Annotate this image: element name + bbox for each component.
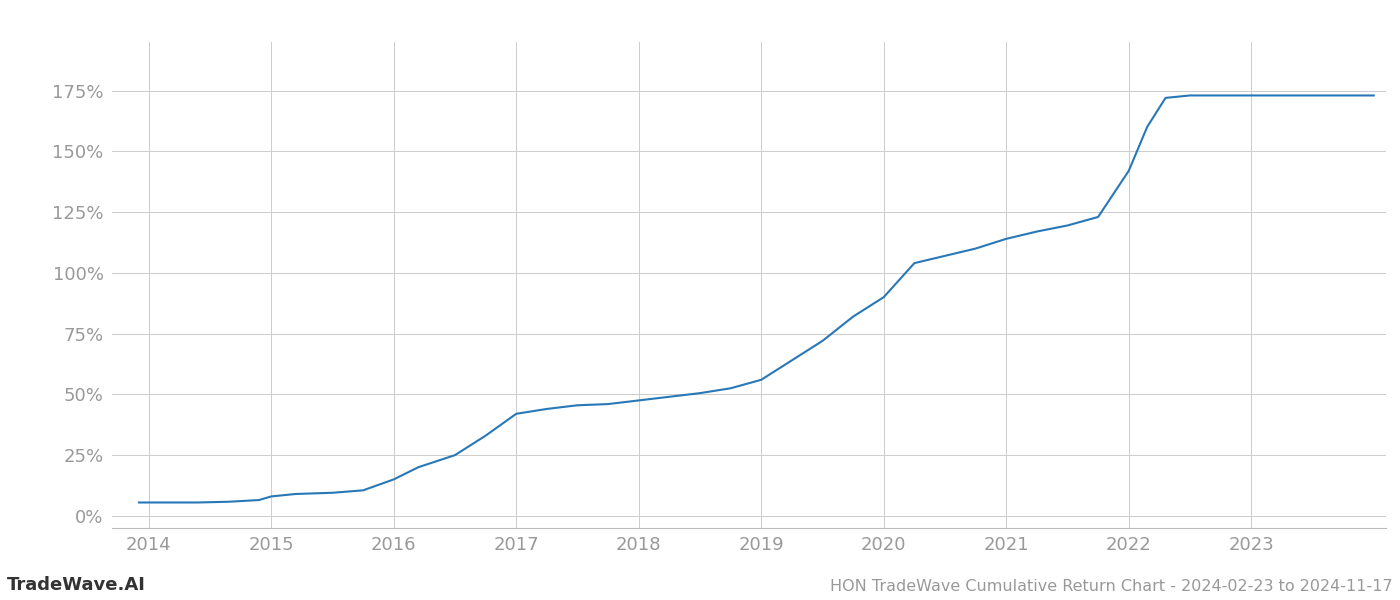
Text: TradeWave.AI: TradeWave.AI bbox=[7, 576, 146, 594]
Text: HON TradeWave Cumulative Return Chart - 2024-02-23 to 2024-11-17: HON TradeWave Cumulative Return Chart - … bbox=[830, 579, 1393, 594]
